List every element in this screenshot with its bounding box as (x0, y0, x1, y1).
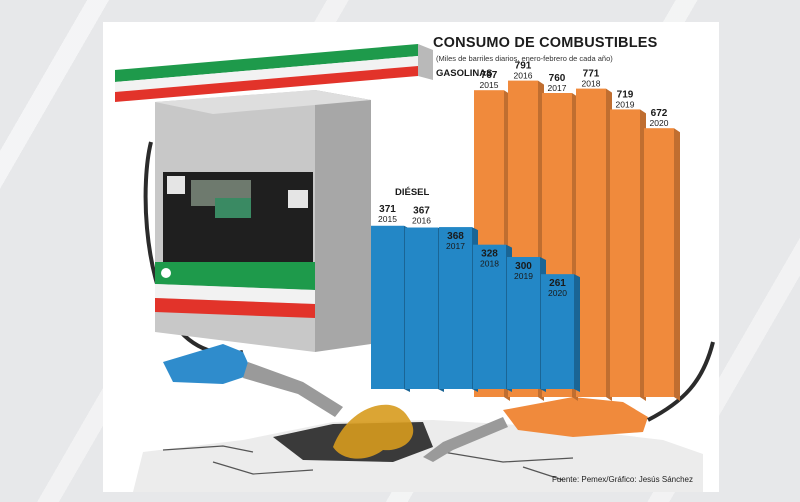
source-credit: Fuente: Pemex/Gráfico: Jesús Sánchez (552, 475, 693, 484)
diesel-2019-value: 300 (515, 261, 532, 272)
diesel-nozzle-icon (163, 344, 343, 417)
pump-body (155, 90, 371, 352)
gasolinas-2018-value: 771 (583, 69, 600, 80)
diesel-bar-2017 (439, 227, 472, 389)
gasolinas-2016-value: 791 (515, 61, 532, 72)
pump-canopy (115, 44, 433, 102)
gasolinas-2020-year: 2020 (650, 118, 669, 128)
gasolinas-2020-value: 672 (651, 108, 668, 119)
diesel-2017-year: 2017 (446, 241, 465, 251)
diesel-2015-value: 371 (379, 204, 396, 215)
gasolinas-2018-year: 2018 (582, 79, 601, 89)
gasolinas-2017-year: 2017 (548, 83, 567, 93)
gasoline-nozzle-icon (423, 341, 715, 462)
diesel-2020-year: 2020 (548, 288, 567, 298)
legend-gasolinas: GASOLINAS (436, 68, 493, 79)
gasolinas-bar-side-2020 (674, 128, 680, 401)
fuel-splash-icon (333, 404, 414, 459)
chart-subtitle: (Miles de barriles diarios, enero-febrer… (436, 54, 613, 63)
diesel-2016-value: 367 (413, 206, 430, 217)
gasolinas-2019-year: 2019 (616, 99, 635, 109)
diesel-2016-year: 2016 (412, 216, 431, 226)
diesel-2017-value: 368 (447, 231, 464, 242)
gasolinas-bar-2019 (610, 109, 640, 398)
diesel-bar-2016 (405, 227, 438, 389)
diesel-bar-2015 (371, 225, 404, 389)
diesel-bar-2020 (541, 274, 574, 389)
gasolinas-bar-2020 (644, 128, 674, 397)
diesel-2018-year: 2018 (480, 259, 499, 269)
diesel-2018-value: 328 (481, 249, 498, 260)
gasolinas-2015-value: 767 (481, 70, 498, 81)
gasolinas-2017-value: 760 (549, 73, 566, 84)
gasolinas-2016-year: 2016 (514, 71, 533, 81)
diesel-2015-year: 2015 (378, 214, 397, 224)
diesel-bar-2019 (507, 257, 540, 389)
pump-logo-icon (161, 268, 171, 278)
gasolinas-2019-value: 719 (617, 89, 634, 100)
chart-title: CONSUMO DE COMBUSTIBLES (433, 35, 658, 51)
fuel-pump-illustration (115, 44, 715, 492)
infographic-card: 767 2015 791 2016 760 2017 771 2018 719 2019 672 20… (103, 22, 719, 492)
gasolinas-bar-2018 (576, 88, 606, 397)
gasolinas-2015-year: 2015 (480, 80, 499, 90)
legend-diesel: DIÉSEL (395, 187, 430, 198)
diesel-2019-year: 2019 (514, 271, 533, 281)
diesel-2020-value: 261 (549, 278, 566, 289)
diesel-bar-side-2020 (574, 274, 580, 392)
diesel-bar-2018 (473, 244, 506, 389)
